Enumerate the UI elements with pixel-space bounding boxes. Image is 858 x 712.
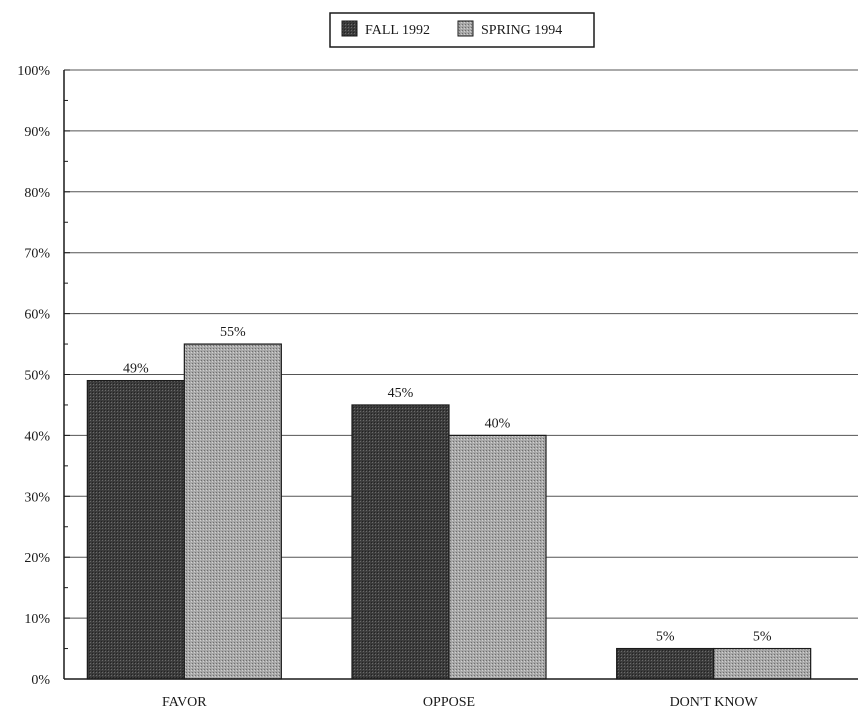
y-tick-label: 60% [24, 308, 50, 323]
y-tick-label: 40% [24, 429, 50, 444]
y-axis-ticks: 0% 10% 20% 30% 40% 50% 60% 70% 80% 90% 100% [17, 64, 70, 688]
legend: FALL 1992 SPRING 1994 [329, 12, 595, 48]
legend-swatch-spring-1994 [457, 20, 474, 37]
bar-spring-1994 [448, 434, 547, 680]
bar-fall-1992 [616, 647, 715, 680]
bar-fall-1992 [86, 379, 185, 680]
y-tick-label: 50% [24, 369, 50, 384]
x-category-label: DON'T KNOW [670, 695, 759, 710]
y-tick-label: 30% [24, 490, 50, 505]
data-labels: 49% 55% 45% 40% 5% 5% [123, 325, 772, 645]
bar-value-label: 5% [753, 630, 772, 645]
y-tick-label: 70% [24, 247, 50, 262]
bar-value-label: 55% [220, 325, 246, 340]
bar-value-label: 40% [485, 416, 511, 431]
y-tick-label: 90% [24, 125, 50, 140]
y-tick-label: 10% [24, 612, 50, 627]
x-category-label: OPPOSE [423, 695, 475, 710]
axes [63, 70, 858, 680]
bar-value-label: 45% [388, 386, 414, 401]
legend-label-fall-1992: FALL 1992 [365, 23, 430, 38]
y-tick-label: 20% [24, 551, 50, 566]
bar-spring-1994 [713, 647, 812, 680]
bar-value-label: 49% [123, 362, 149, 377]
y-tick-label: 80% [24, 186, 50, 201]
x-category-label: FAVOR [162, 695, 207, 710]
y-tick-label: 0% [31, 673, 50, 688]
legend-label-spring-1994: SPRING 1994 [481, 23, 562, 38]
bar-fall-1992 [351, 404, 450, 680]
y-tick-label: 100% [17, 64, 50, 79]
x-axis-categories: FAVOR OPPOSE DON'T KNOW [162, 695, 759, 710]
bar-spring-1994 [183, 343, 282, 680]
legend-swatch-fall-1992 [341, 20, 358, 37]
bar-value-label: 5% [656, 630, 675, 645]
bars [86, 343, 812, 680]
